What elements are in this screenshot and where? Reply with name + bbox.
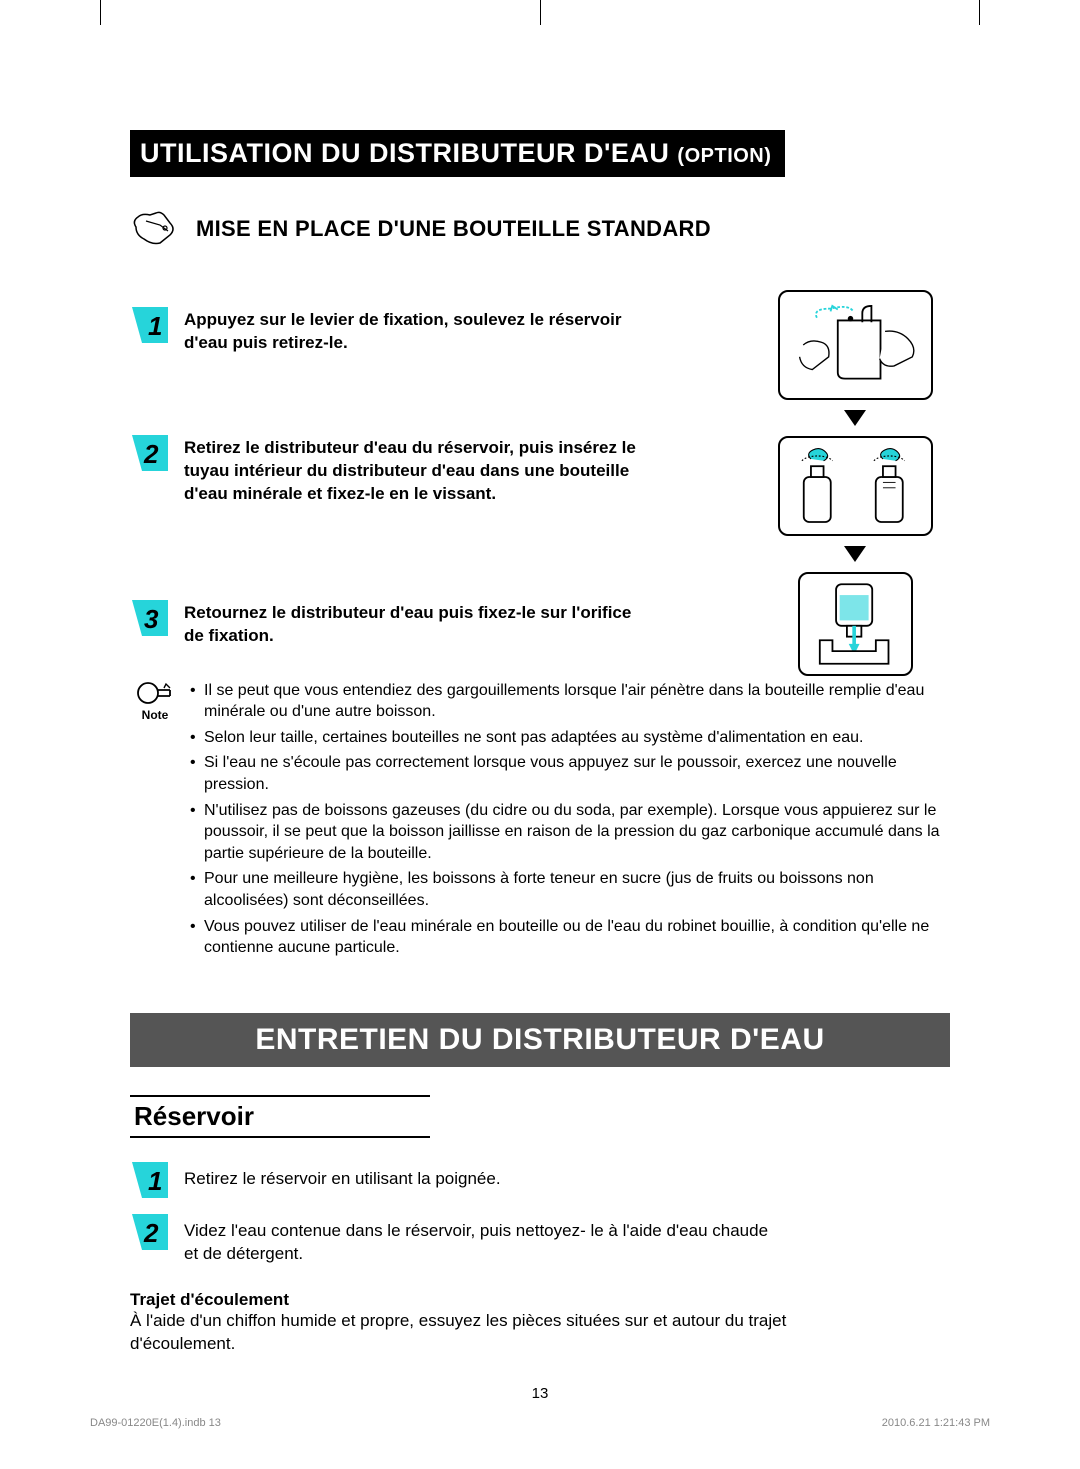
svg-text:3: 3 [144, 604, 159, 634]
title-main-text: UTILISATION DU DISTRIBUTEUR D'EAU [140, 138, 677, 168]
step-2-text: Retirez le distributeur d'eau du réservo… [184, 433, 644, 506]
step-b-number-2: 2 [130, 1212, 170, 1252]
svg-text:1: 1 [148, 311, 162, 341]
step-number-3: 3 [130, 598, 170, 638]
note-item: N'utilisez pas de boissons gazeuses (du … [190, 800, 950, 865]
step-number-1: 1 [130, 305, 170, 345]
sub-heading: Trajet d'écoulement [130, 1290, 950, 1310]
diagram-step-3 [798, 572, 913, 676]
footer-left: DA99-01220E(1.4).indb 13 [90, 1417, 221, 1429]
note-icon: Note [130, 680, 180, 722]
section-heading: MISE EN PLACE D'UNE BOUTEILLE STANDARD [196, 216, 711, 242]
page-title: UTILISATION DU DISTRIBUTEUR D'EAU (OPTIO… [130, 130, 950, 177]
step-b-number-1: 1 [130, 1160, 170, 1200]
section-title-2: ENTRETIEN DU DISTRIBUTEUR D'EAU [130, 1013, 950, 1067]
note-list: Il se peut que vous entendiez des gargou… [190, 680, 950, 963]
footer-right: 2010.6.21 1:21:43 PM [882, 1417, 990, 1429]
page-number: 13 [130, 1385, 950, 1402]
title-option-text: (OPTION) [677, 145, 771, 167]
step-b1-text: Retirez le réservoir en utilisant la poi… [184, 1160, 501, 1191]
step-1-text: Appuyez sur le levier de fixation, soule… [184, 305, 644, 355]
note-item: Pour une meilleure hygiène, les boissons… [190, 868, 950, 911]
sub-text: À l'aide d'un chiffon humide et propre, … [130, 1310, 830, 1356]
diagram-column [765, 290, 945, 676]
svg-text:1: 1 [148, 1166, 162, 1196]
note-item: Selon leur taille, certaines bouteilles … [190, 727, 950, 749]
print-footer: DA99-01220E(1.4).indb 13 2010.6.21 1:21:… [90, 1417, 990, 1429]
svg-text:2: 2 [143, 439, 159, 469]
note-label: Note [142, 708, 169, 722]
note-item: Si l'eau ne s'écoule pas correctement lo… [190, 752, 950, 795]
step-number-2: 2 [130, 433, 170, 473]
svg-text:2: 2 [143, 1218, 159, 1248]
step-b2-text: Videz l'eau contenue dans le réservoir, … [184, 1212, 784, 1266]
down-arrow-icon [844, 410, 866, 426]
diagram-step-2 [778, 436, 933, 536]
down-arrow-icon [844, 546, 866, 562]
subsection-heading: Réservoir [130, 1095, 950, 1138]
note-item: Vous pouvez utiliser de l'eau minérale e… [190, 916, 950, 959]
note-item: Il se peut que vous entendiez des gargou… [190, 680, 950, 723]
step-3-text: Retournez le distributeur d'eau puis fix… [184, 598, 644, 648]
hand-pointing-icon [130, 205, 178, 253]
diagram-step-1 [778, 290, 933, 400]
subsection-heading-text: Réservoir [130, 1101, 950, 1132]
